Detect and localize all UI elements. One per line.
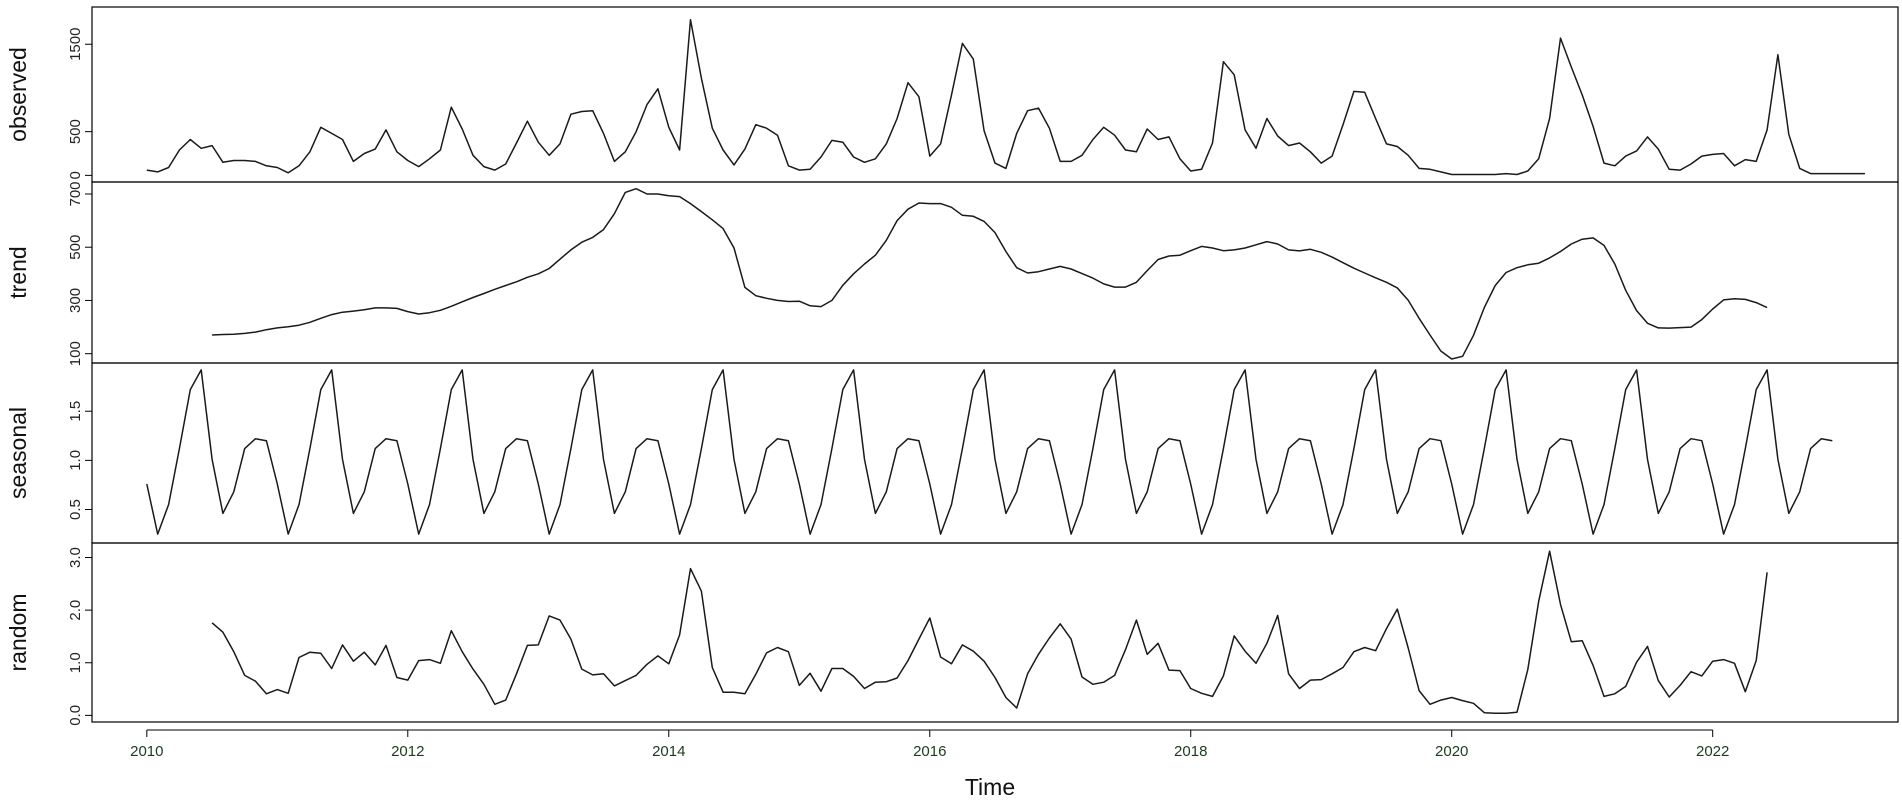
xtick-label-4: 2018 <box>1174 743 1207 760</box>
panel-observed: 0 500 1500 observed <box>5 6 1899 183</box>
ytick-label-observed-1: 500 <box>67 119 84 144</box>
ytick-label-seasonal-1: 1.0 <box>67 450 84 471</box>
xtick-label-0: 2010 <box>130 743 163 760</box>
x-axis: 2010 2012 2014 2016 2018 2020 2022 <box>130 729 1729 760</box>
panel-frame-seasonal <box>91 362 1899 544</box>
series-line-observed <box>146 18 1865 176</box>
ytick-label-random-3: 3.0 <box>67 547 84 568</box>
series-line-seasonal <box>146 369 1833 535</box>
panel-frame-trend <box>91 181 1899 364</box>
ytick-label-trend-1: 300 <box>67 288 84 313</box>
panels-group: 0 500 1500 observed 100 300 500 700 trend 0.5 1.0 1… <box>5 6 1899 726</box>
ytick-label-random-2: 2.0 <box>67 600 84 621</box>
series-line-trend <box>212 187 1768 360</box>
panel-random: 0.0 1.0 2.0 3.0 random <box>5 542 1899 726</box>
panel-label-observed: observed <box>5 47 31 142</box>
ytick-label-trend-0: 100 <box>67 341 84 366</box>
panel-label-trend: trend <box>5 246 31 298</box>
series-line-random <box>211 550 1768 715</box>
x-axis-title: Time <box>965 774 1015 800</box>
ytick-label-random-1: 1.0 <box>67 652 84 673</box>
ytick-label-observed-2: 1500 <box>67 28 84 61</box>
panel-label-seasonal: seasonal <box>5 407 31 499</box>
panel-trend: 100 300 500 700 trend <box>5 181 1899 366</box>
panel-seasonal: 0.5 1.0 1.5 seasonal <box>5 362 1899 544</box>
panel-label-random: random <box>5 594 31 672</box>
xtick-label-3: 2016 <box>913 743 946 760</box>
ytick-label-trend-2: 500 <box>67 235 84 260</box>
xtick-label-6: 2022 <box>1696 743 1729 760</box>
xtick-label-2: 2014 <box>652 743 685 760</box>
xtick-label-5: 2020 <box>1435 743 1468 760</box>
ytick-label-observed-0: 0 <box>67 171 84 179</box>
panel-frame-random <box>91 542 1899 723</box>
ytick-label-random-0: 0.0 <box>67 705 84 726</box>
ytick-label-seasonal-0: 0.5 <box>67 499 84 520</box>
ytick-label-seasonal-2: 1.5 <box>67 401 84 422</box>
ytick-label-trend-3: 700 <box>67 181 84 206</box>
xtick-label-1: 2012 <box>391 743 424 760</box>
